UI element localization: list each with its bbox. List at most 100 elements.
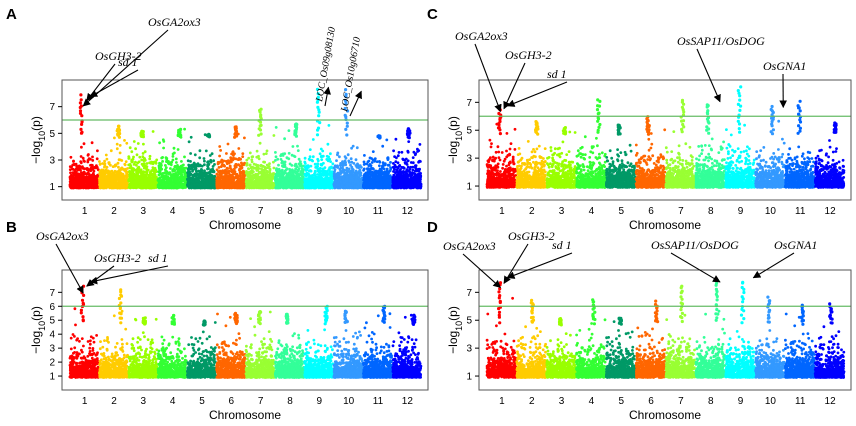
snp-point [162, 140, 166, 143]
snp-point [92, 185, 96, 188]
snp-point [274, 151, 277, 154]
snp-point [303, 165, 307, 169]
snp-point [241, 155, 245, 159]
snp-point [194, 179, 197, 183]
snp-point [134, 147, 138, 151]
peak-point [79, 98, 83, 102]
snp-point [194, 165, 197, 169]
snp-point [319, 183, 323, 187]
snp-point [142, 142, 145, 146]
snp-point [331, 162, 335, 166]
snp-point [86, 160, 90, 164]
snp-point [71, 163, 75, 167]
snp-point [206, 163, 210, 167]
snp-point [316, 159, 320, 163]
snp-point [137, 160, 141, 164]
snp-point [211, 176, 215, 180]
snp-point [262, 186, 266, 190]
snp-point [303, 156, 307, 160]
snp-point [306, 164, 309, 168]
snp-point [253, 173, 256, 177]
snp-point [228, 182, 232, 186]
snp-point [329, 152, 332, 156]
snp-point [250, 172, 254, 175]
snp-point [69, 171, 72, 175]
snp-point [74, 179, 78, 183]
snp-point [181, 176, 185, 180]
snp-point [99, 186, 103, 190]
snp-point [132, 163, 136, 166]
snp-point [301, 170, 305, 174]
snp-point [296, 144, 299, 148]
snp-point [236, 186, 240, 189]
snp-point [300, 165, 303, 168]
snp-point [234, 163, 238, 166]
snp-point [119, 168, 123, 171]
snp-point [189, 135, 193, 139]
snp-point [91, 178, 95, 182]
snp-point [182, 170, 186, 174]
snp-point [283, 169, 287, 173]
snp-point [118, 144, 122, 147]
snp-point [104, 153, 108, 157]
snp-point [318, 166, 322, 170]
peak-point [315, 133, 320, 137]
snp-point [136, 168, 140, 171]
snp-point [233, 170, 237, 174]
snp-point [81, 173, 84, 177]
snp-point [123, 168, 126, 172]
snp-point [198, 180, 202, 184]
snp-point [157, 177, 160, 181]
snp-point [95, 174, 99, 178]
snp-point [86, 153, 90, 157]
snp-point [240, 186, 244, 189]
snp-point [127, 156, 131, 160]
snp-point [288, 162, 292, 166]
snp-point [122, 186, 126, 189]
snp-point [304, 169, 308, 172]
peak-point [79, 93, 83, 97]
snp-point [112, 182, 116, 186]
snp-point [113, 170, 117, 174]
snp-point [277, 170, 281, 174]
snp-point [111, 165, 115, 169]
snp-point [329, 166, 332, 170]
snp-point [91, 155, 94, 159]
snp-point [174, 184, 178, 187]
snp-point [147, 176, 151, 180]
snp-point [268, 168, 272, 172]
snp-point [218, 173, 221, 176]
snp-point [296, 181, 300, 185]
snp-point [162, 180, 165, 183]
snp-point [109, 163, 112, 167]
snp-point [157, 173, 161, 177]
snp-point [193, 153, 197, 157]
snp-point [198, 149, 202, 153]
snp-point [288, 167, 291, 171]
snp-point [328, 170, 332, 174]
snp-point [285, 175, 289, 179]
snp-point [258, 141, 262, 145]
snp-point [77, 168, 81, 171]
snp-point [250, 158, 254, 162]
snp-point [225, 162, 229, 166]
snp-point [114, 164, 118, 168]
snp-point [237, 147, 241, 150]
snp-point [200, 168, 203, 171]
snp-point [203, 169, 206, 173]
snp-point [99, 174, 103, 178]
snp-point [316, 162, 319, 166]
snp-point [151, 166, 155, 170]
peak-point [317, 110, 321, 114]
snp-point [276, 157, 280, 161]
snp-point [183, 173, 187, 177]
snp-point [311, 184, 314, 188]
snp-point [165, 176, 168, 180]
snp-point [291, 179, 295, 183]
peak-point [79, 127, 83, 131]
snp-point [311, 179, 315, 183]
snp-point [153, 173, 157, 176]
snp-point [222, 179, 225, 183]
snp-point [129, 183, 132, 186]
snp-point [311, 155, 315, 159]
